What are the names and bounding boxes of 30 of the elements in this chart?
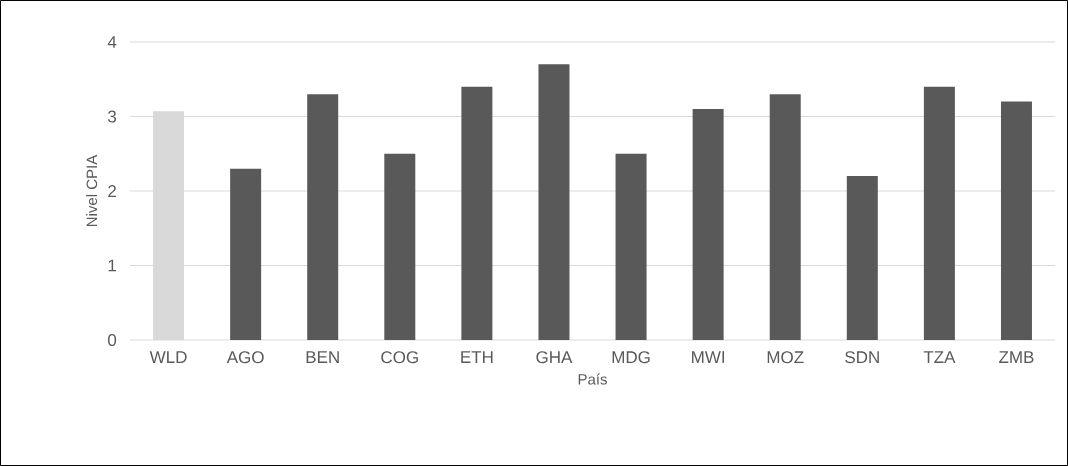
bar (230, 168, 262, 340)
x-tick-label: AGO (226, 351, 264, 364)
x-tick-label: MDG (612, 351, 650, 364)
bar (923, 86, 955, 340)
x-tick-label: WLD (149, 351, 187, 363)
y-tick-label: 2 (108, 185, 116, 197)
x-tick-label: MOZ (767, 351, 804, 364)
y-tick-label: 4 (107, 36, 117, 48)
bar (692, 109, 724, 340)
x-tick-label: SDN (845, 351, 879, 364)
x-tick-label: BEN (306, 351, 339, 363)
x-tick-label: ETH (461, 351, 493, 363)
bar (384, 153, 416, 340)
bar (307, 94, 339, 340)
y-tick-label: 3 (107, 110, 117, 123)
bar (615, 153, 647, 340)
y-tick-label: 0 (108, 333, 117, 347)
x-tick-label: TZA (923, 351, 956, 363)
x-axis-title: País (578, 373, 607, 385)
y-axis-title: Nivel CPIA (86, 154, 98, 227)
x-tick-label: ZMB (999, 351, 1034, 363)
x-tick-label: MWI (692, 351, 725, 363)
bar (1000, 101, 1032, 340)
x-tick-label: COG (381, 351, 418, 364)
bar (846, 176, 878, 340)
bar (461, 86, 493, 340)
x-tick-label: GHA (536, 351, 573, 364)
bar (769, 94, 801, 340)
y-tick-label: 1 (108, 259, 116, 272)
bar (538, 64, 570, 340)
